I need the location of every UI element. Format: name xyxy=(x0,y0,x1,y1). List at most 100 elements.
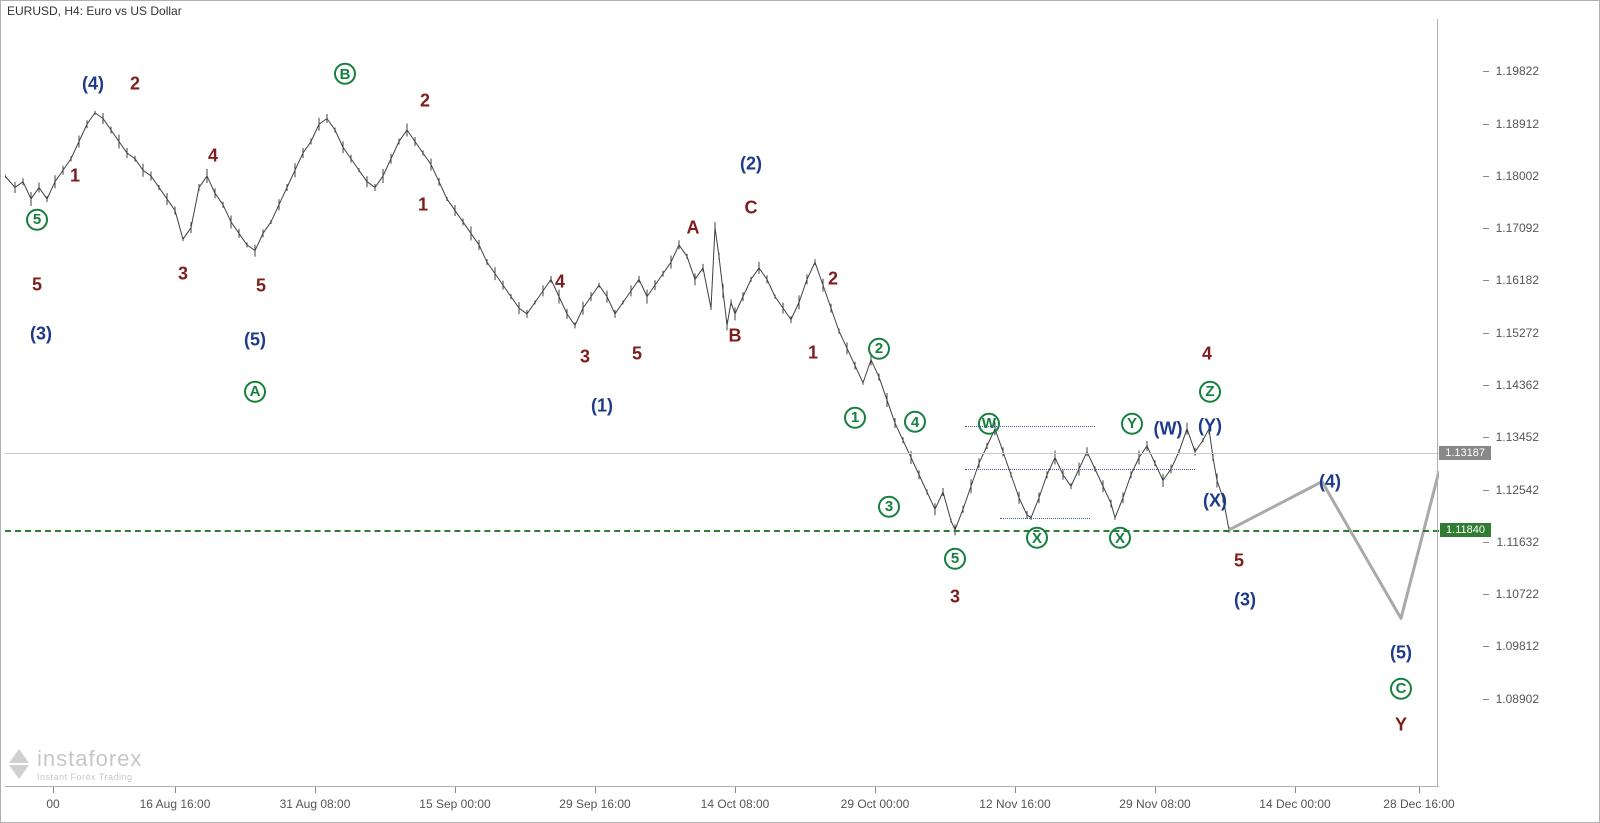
watermark-text: instaforex Instant Forex Trading xyxy=(37,746,142,782)
wave-annotation: 5 xyxy=(26,208,48,231)
y-tick xyxy=(1483,124,1489,125)
wave-annotation: (X) xyxy=(1203,490,1227,511)
y-label: 1.12542 xyxy=(1496,483,1539,497)
target-price-badge: 1.11840 xyxy=(1440,523,1491,537)
y-label: 1.17092 xyxy=(1496,221,1539,235)
wave-annotation: 3 xyxy=(580,346,590,367)
wave-annotation: Y xyxy=(1121,412,1143,435)
wave-annotation: C xyxy=(745,197,758,218)
level-line xyxy=(965,426,1095,427)
y-label: 1.18002 xyxy=(1496,169,1539,183)
x-tick xyxy=(735,787,736,793)
wave-annotation: 5 xyxy=(944,547,966,570)
x-tick xyxy=(175,787,176,793)
y-label: 1.10722 xyxy=(1496,587,1539,601)
wave-annotation: 5 xyxy=(256,276,266,297)
target-price-line xyxy=(5,530,1439,532)
wave-annotation: 3 xyxy=(878,495,900,518)
wave-annotation: (2) xyxy=(740,154,762,175)
x-label: 14 Oct 08:00 xyxy=(701,797,770,811)
wave-annotation: C xyxy=(1390,677,1412,700)
wave-annotation: 2 xyxy=(130,74,140,95)
current-price-badge: 1.13187 xyxy=(1439,446,1491,460)
wave-annotation: 1 xyxy=(844,406,866,429)
wave-annotation: 1 xyxy=(808,342,818,363)
wave-annotation: 3 xyxy=(178,263,188,284)
wave-annotation: B xyxy=(729,325,742,346)
wave-annotation: X xyxy=(1109,527,1131,550)
x-tick xyxy=(315,787,316,793)
wave-annotation: (4) xyxy=(82,74,104,95)
wave-annotation: (3) xyxy=(30,323,52,344)
y-tick xyxy=(1483,280,1489,281)
x-label: 29 Nov 08:00 xyxy=(1119,797,1190,811)
x-label: 00 xyxy=(46,797,59,811)
x-label: 28 Dec 16:00 xyxy=(1383,797,1454,811)
x-tick xyxy=(1015,787,1016,793)
y-tick xyxy=(1483,542,1489,543)
wave-annotation: 4 xyxy=(555,272,565,293)
y-tick xyxy=(1483,333,1489,334)
wave-annotation: Y xyxy=(1395,714,1407,735)
chart-container: EURUSD, H4: Euro vs US Dollar (4)2155(3)… xyxy=(0,0,1600,823)
y-label: 1.13452 xyxy=(1496,430,1539,444)
watermark: instaforex Instant Forex Trading xyxy=(9,746,142,782)
x-label: 14 Dec 00:00 xyxy=(1259,797,1330,811)
wave-annotation: X xyxy=(1026,527,1048,550)
y-label: 1.09812 xyxy=(1496,639,1539,653)
y-tick xyxy=(1483,646,1489,647)
x-tick xyxy=(595,787,596,793)
x-tick xyxy=(1295,787,1296,793)
wave-annotation: 4 xyxy=(904,411,926,434)
y-tick xyxy=(1483,228,1489,229)
y-tick xyxy=(1483,594,1489,595)
y-tick xyxy=(1483,490,1489,491)
y-label: 1.15272 xyxy=(1496,326,1539,340)
x-tick xyxy=(1155,787,1156,793)
wave-annotation: (1) xyxy=(591,395,613,416)
y-label: 1.18912 xyxy=(1496,117,1539,131)
y-tick xyxy=(1483,385,1489,386)
level-line xyxy=(965,469,1195,470)
current-price-line xyxy=(5,453,1439,454)
y-label: 1.08902 xyxy=(1496,692,1539,706)
x-label: 31 Aug 08:00 xyxy=(280,797,351,811)
y-tick xyxy=(1483,176,1489,177)
y-label: 1.14362 xyxy=(1496,378,1539,392)
y-label: 1.19822 xyxy=(1496,64,1539,78)
plot-area[interactable]: (4)2155(3)435(5)AB12435(1)ABC(2)12123453… xyxy=(5,19,1439,787)
x-label: 29 Sep 16:00 xyxy=(559,797,630,811)
wave-annotation: (Y) xyxy=(1198,415,1222,436)
wave-annotation: 4 xyxy=(1202,344,1212,365)
watermark-icon xyxy=(9,749,29,779)
y-tick xyxy=(1483,437,1489,438)
forecast-line-svg xyxy=(5,19,1439,787)
wave-annotation: 4 xyxy=(208,145,218,166)
x-tick xyxy=(875,787,876,793)
y-axis: 1.198221.189121.180021.170921.161821.152… xyxy=(1437,19,1599,787)
x-label: 29 Oct 00:00 xyxy=(841,797,910,811)
wave-annotation: (3) xyxy=(1234,590,1256,611)
x-label: 15 Sep 00:00 xyxy=(419,797,490,811)
wave-annotation: A xyxy=(687,217,700,238)
x-label: 16 Aug 16:00 xyxy=(140,797,211,811)
wave-annotation: 1 xyxy=(418,194,428,215)
wave-annotation: (5) xyxy=(1390,642,1412,663)
x-tick xyxy=(1419,787,1420,793)
wave-annotation: W xyxy=(978,412,1000,435)
wave-annotation: A xyxy=(244,380,266,403)
wave-annotation: 2 xyxy=(828,269,838,290)
wave-annotation: 2 xyxy=(868,337,890,360)
wave-annotation: 1 xyxy=(70,165,80,186)
wave-annotation: 5 xyxy=(632,344,642,365)
wave-annotation: B xyxy=(334,62,356,85)
x-tick xyxy=(53,787,54,793)
x-tick xyxy=(455,787,456,793)
y-label: 1.11632 xyxy=(1497,535,1540,549)
x-axis: 00 16 Aug 16:00 31 Aug 08:00 15 Sep 00:00 29… xyxy=(5,786,1439,822)
y-tick xyxy=(1483,71,1489,72)
wave-annotation: 5 xyxy=(1234,550,1244,571)
wave-annotation: 2 xyxy=(420,91,430,112)
wave-annotation: (W) xyxy=(1154,418,1183,439)
wave-annotation: Z xyxy=(1199,380,1221,403)
